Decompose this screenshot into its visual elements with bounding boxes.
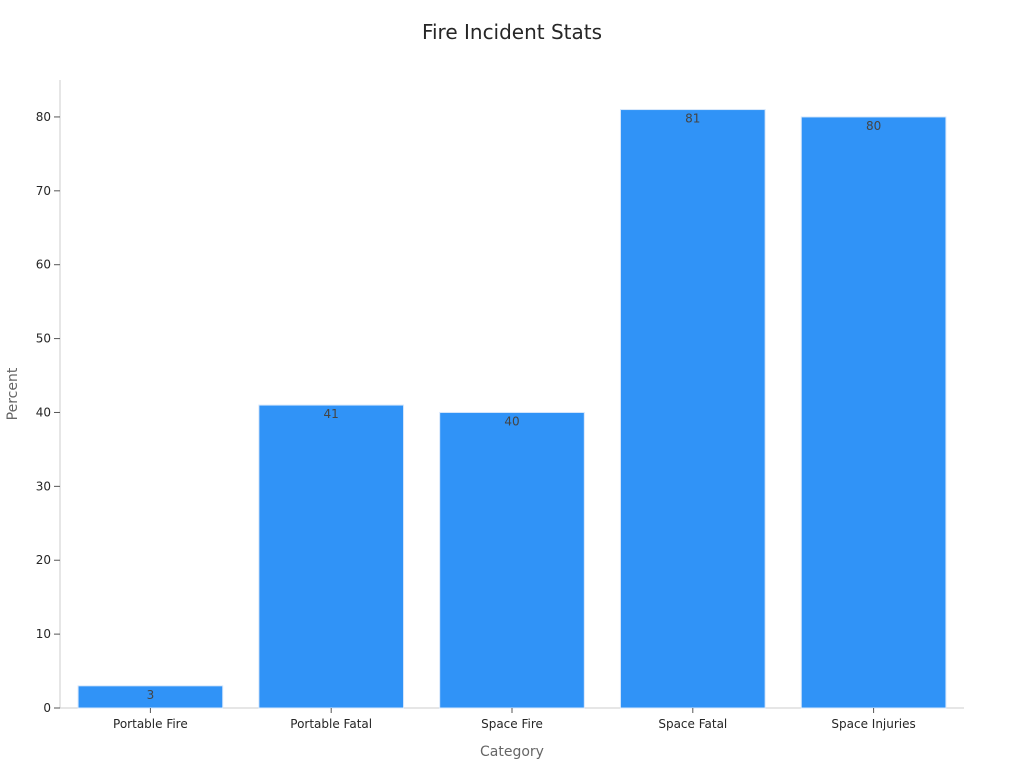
x-tick-label: Space Fire — [481, 717, 543, 731]
bars: 3 41 40 81 80 — [77, 109, 947, 709]
y-tick-label: 70 — [36, 184, 51, 198]
x-tick-label: Space Fatal — [658, 717, 727, 731]
y-tick-label: 50 — [36, 332, 51, 346]
y-tick-label: 40 — [36, 405, 51, 419]
x-ticks: Portable Fire Portable Fatal Space Fire Spa… — [113, 708, 916, 731]
bar-value-label: 3 — [147, 688, 155, 702]
y-tick-label: 80 — [36, 110, 51, 124]
bar — [619, 109, 766, 709]
x-axis-title: Category — [480, 744, 544, 760]
y-tick-label: 30 — [36, 479, 51, 493]
y-tick-label: 10 — [36, 627, 51, 641]
bar — [439, 411, 585, 709]
y-axis-title: Percent — [5, 367, 21, 420]
bar-value-label: 80 — [866, 119, 881, 133]
bar — [800, 116, 947, 709]
y-tick-label: 0 — [43, 701, 51, 715]
bar-value-label: 41 — [324, 407, 339, 421]
y-ticks: 0 10 20 30 40 50 60 70 80 — [36, 110, 60, 715]
y-tick-label: 60 — [36, 258, 51, 272]
bar-value-label: 40 — [504, 414, 519, 428]
x-tick-label: Space Injuries — [831, 717, 915, 731]
chart-title: Fire Incident Stats — [421, 20, 603, 44]
bar-value-label: 81 — [685, 112, 700, 126]
y-tick-label: 20 — [36, 553, 51, 567]
x-tick-label: Portable Fatal — [290, 717, 372, 731]
x-tick-label: Portable Fire — [113, 717, 188, 731]
bar — [258, 404, 405, 709]
